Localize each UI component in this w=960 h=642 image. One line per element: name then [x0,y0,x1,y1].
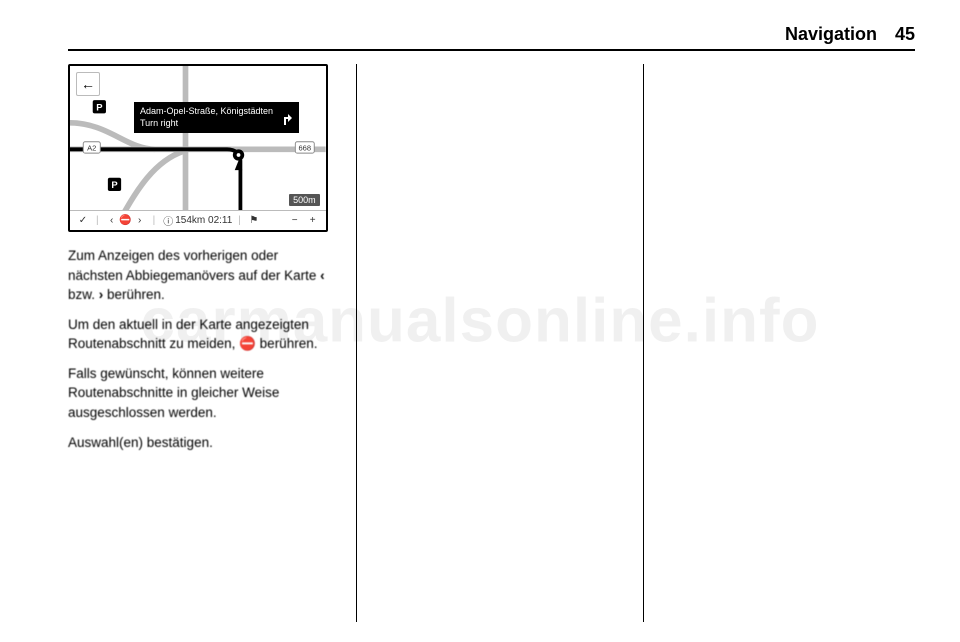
avoid-button[interactable]: ⛔ [119,215,133,226]
paragraph-4: Auswahl(en) bestätigen. [68,433,328,453]
paragraph-1: Zum Anzeigen des vorherigen oder nächste… [68,246,328,305]
page-header: Navigation 45 [68,24,915,51]
road-shield-b: 668 [298,143,311,152]
svg-text:P: P [96,103,102,114]
maneuver-label: Adam-Opel-Straße, Königstädten Turn righ… [134,102,299,133]
next-maneuver-button[interactable]: › [133,215,147,226]
column-middle [356,64,628,622]
map-scale: 500m [289,194,320,206]
page-number: 45 [895,24,915,45]
prev-maneuver-button[interactable]: ‹ [105,215,119,226]
body-text: Zum Anzeigen des vorherigen oder nächste… [68,246,328,452]
svg-text:P: P [111,180,117,191]
map-graphic: A2 668 P P [70,66,326,225]
back-button[interactable]: ← [76,72,100,96]
column-left: A2 668 P P [68,64,340,622]
paragraph-2: Um den aktuell in der Karte angezeig­ten… [68,315,328,354]
section-title: Navigation [785,24,877,45]
flag-icon: ⚑ [247,215,261,226]
nav-screenshot: A2 668 P P [68,64,328,232]
back-arrow-icon: ← [81,76,95,92]
zoom-in-button[interactable]: + [306,215,320,226]
maneuver-instruction: Turn right [140,118,273,130]
turn-right-icon [279,111,293,125]
info-icon: ⓘ [161,213,175,228]
pin-icon [233,149,244,170]
confirm-button[interactable]: ✓ [76,215,90,226]
column-right [643,64,915,622]
prev-symbol: ‹ [320,268,325,283]
distance-time: 154km 02:11 [175,215,232,226]
bottom-toolbar: ✓ | ‹ ⛔ › | ⓘ 154km 02:11 | ⚑ − + [70,210,326,230]
column-layout: A2 668 P P [68,64,915,622]
avoid-symbol: ⛔ [239,336,256,351]
zoom-out-button[interactable]: − [288,215,302,226]
road-shield-a: A2 [87,143,96,152]
poi-parking-1: P [93,100,106,113]
maneuver-street: Adam-Opel-Straße, Königstädten [140,106,273,118]
poi-parking-2: P [108,178,121,191]
paragraph-3: Falls gewünscht, können weitere Routenab… [68,364,328,423]
